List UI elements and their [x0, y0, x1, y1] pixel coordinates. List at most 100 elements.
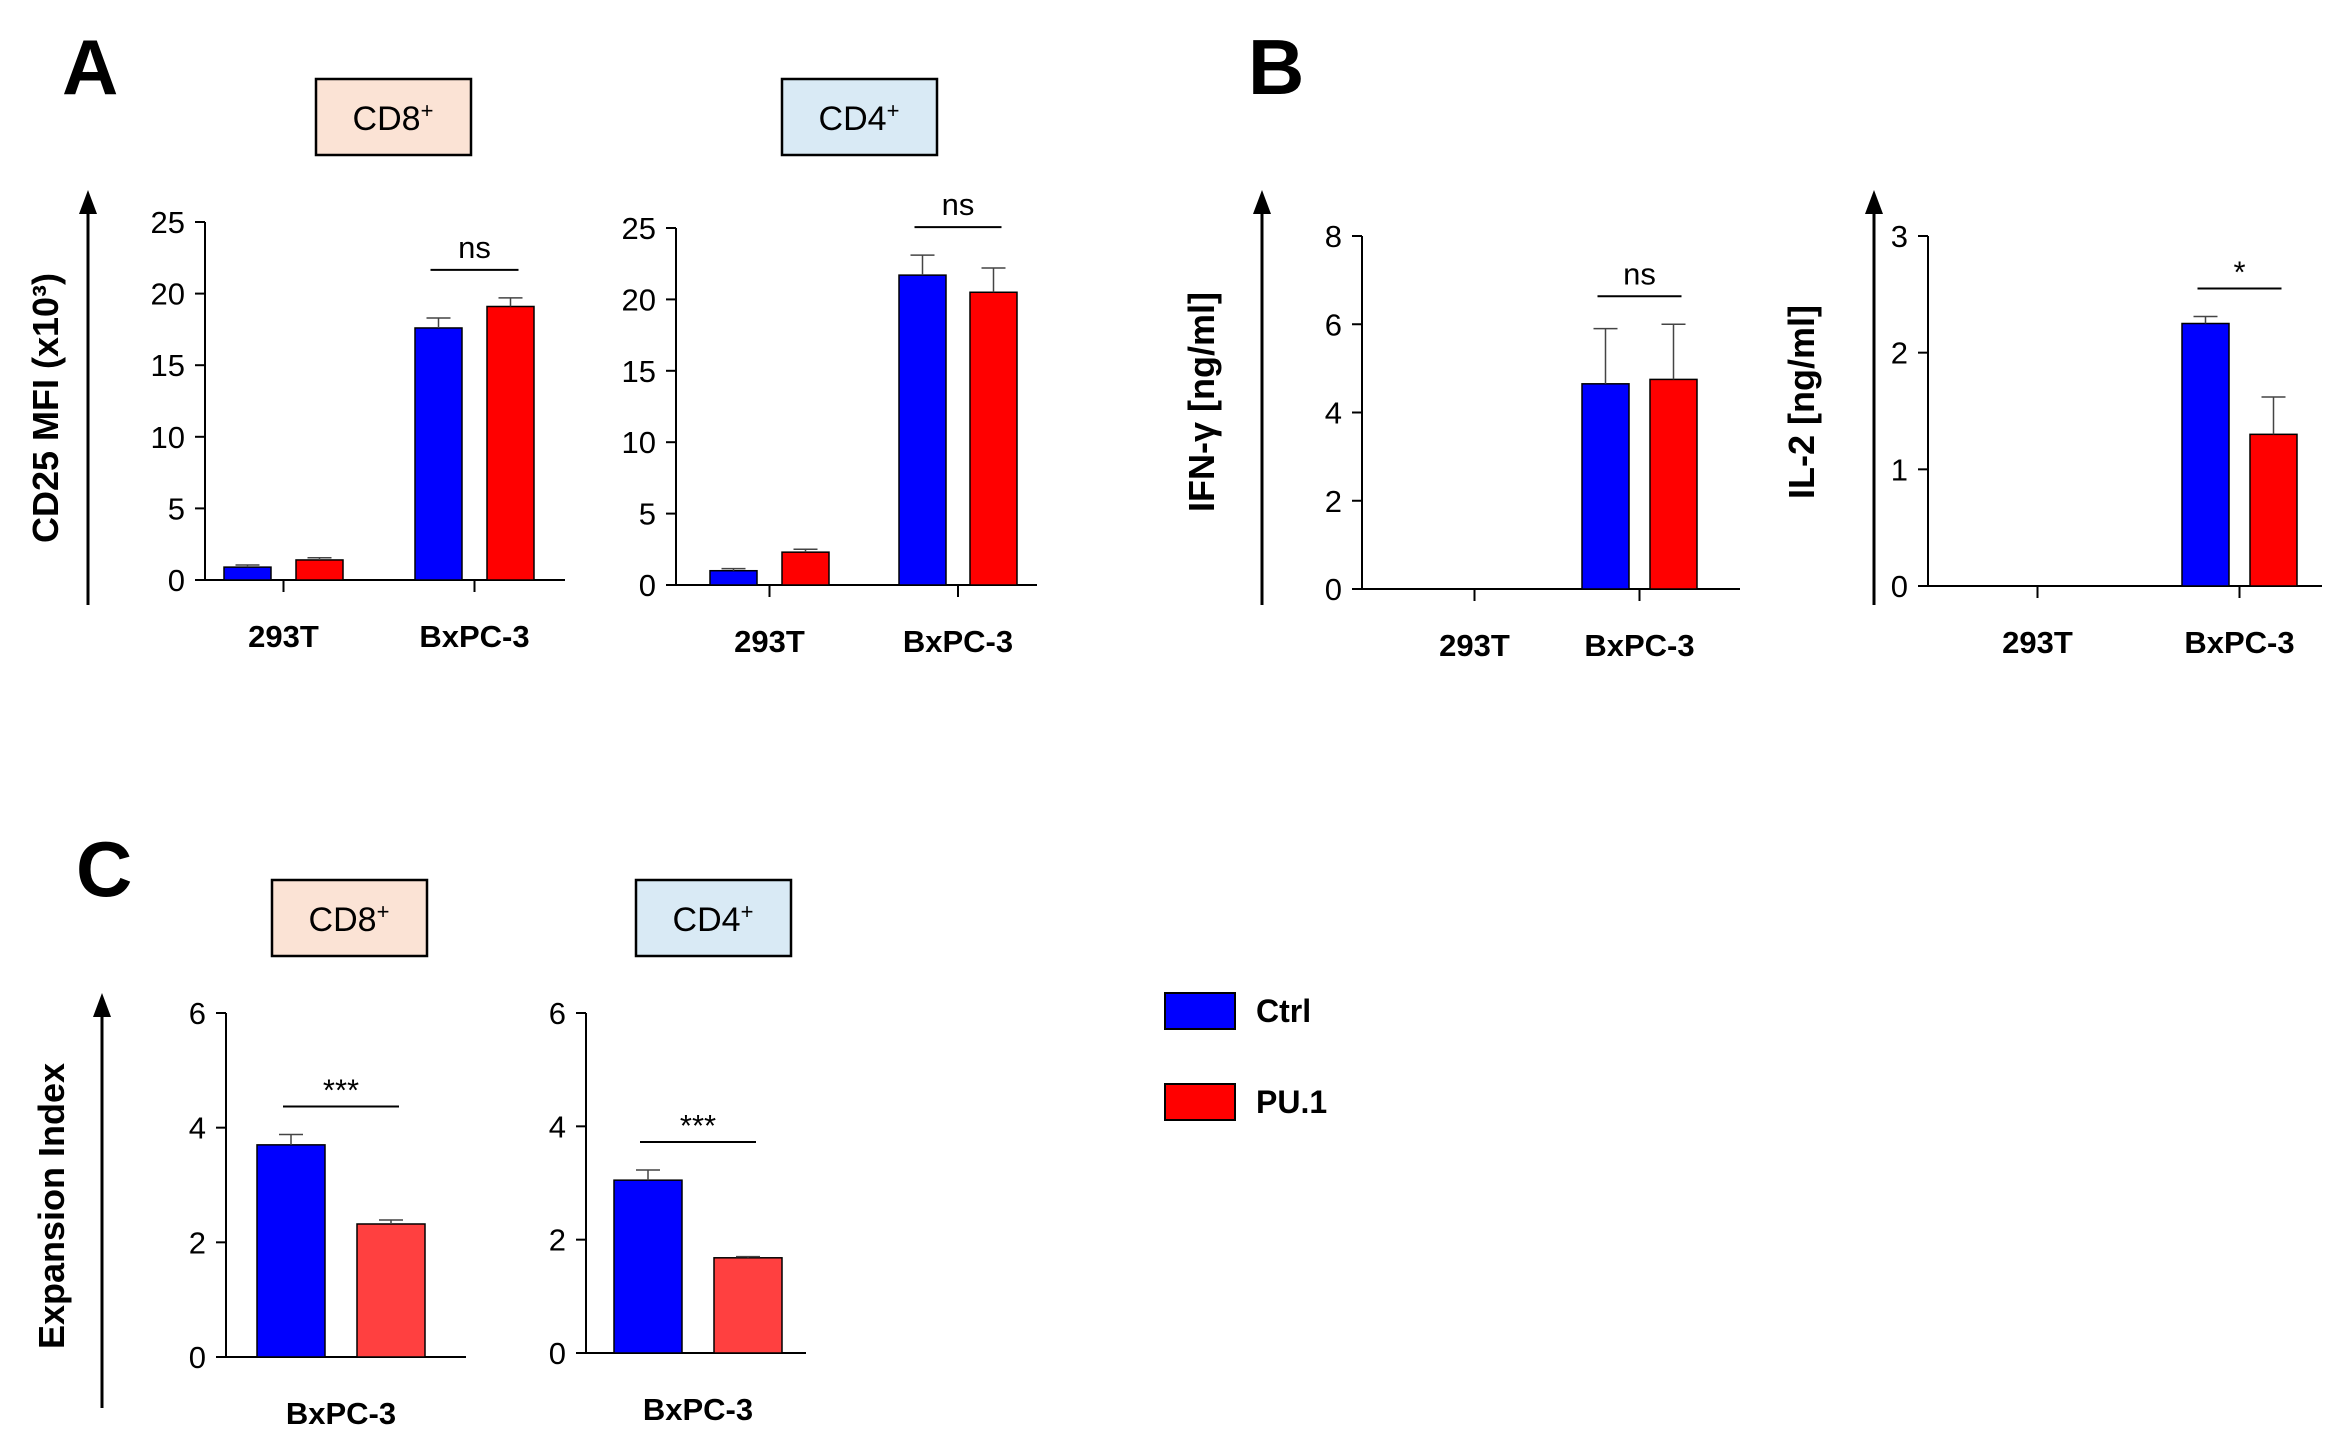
y-tick-label: 20	[151, 277, 185, 312]
subset-box-c-cd8-text: CD8+	[309, 899, 390, 939]
y-tick-label: 2	[189, 1225, 206, 1260]
subset-box-a-cd4-text: CD4+	[819, 98, 900, 138]
y-tick-label: 25	[622, 211, 656, 246]
subset-box-c-cd4-text: CD4+	[673, 899, 754, 939]
y-tick-label: 0	[639, 568, 656, 603]
y-tick-label: 15	[622, 354, 656, 389]
chart-a-cd8: 0 5 10 15 20 25 293T BxPC-3 ns	[151, 205, 565, 654]
legend-swatch-pu1	[1164, 1083, 1236, 1121]
subset-box-c-cd4: CD4+	[634, 878, 793, 958]
legend-label-ctrl: Ctrl	[1256, 993, 1311, 1029]
y-arrow-c-head	[93, 993, 111, 1017]
subset-box-c-cd8-label: CD8	[309, 901, 377, 939]
x-category-label: 293T	[2002, 625, 2073, 660]
significance-label: ***	[323, 1073, 359, 1108]
significance-label: ns	[1623, 256, 1656, 291]
y-tick-label: 2	[549, 1223, 566, 1258]
subset-box-c-cd8: CD8+	[270, 878, 429, 958]
chart-b-il2: 0 1 2 3 293T BxPC-3 *	[1891, 219, 2322, 660]
subset-box-a-cd4-sup: +	[887, 98, 900, 123]
significance-label: ns	[458, 230, 491, 265]
bar-pu1	[356, 1223, 426, 1358]
y-arrow-b-il2	[1865, 190, 1883, 605]
bar-ctrl	[613, 1179, 683, 1354]
y-arrow-b-ifn	[1253, 190, 1271, 605]
subset-box-c-cd4-bg	[634, 878, 793, 958]
y-tick-label: 20	[622, 282, 656, 317]
x-category-label: BxPC-3	[419, 619, 529, 654]
chart-c-cd4: 0 2 4 6 BxPC-3 ***	[549, 996, 806, 1427]
bar-pu1	[2249, 433, 2298, 587]
bar-ctrl	[898, 274, 947, 586]
y-tick-label: 0	[189, 1340, 206, 1375]
panel-letter-c: C	[76, 825, 132, 913]
y-axis-title-c: Expansion Index	[31, 1063, 72, 1349]
y-tick-label: 3	[1891, 219, 1908, 254]
legend-swatch-ctrl	[1164, 992, 1236, 1030]
subset-box-c-cd8-bg	[270, 878, 429, 958]
bar-ctrl	[2181, 322, 2230, 587]
y-tick-label: 15	[151, 348, 185, 383]
y-tick-label: 10	[622, 425, 656, 460]
legend: Ctrl PU.1	[1164, 992, 1327, 1121]
subset-box-a-cd8-text: CD8+	[353, 98, 434, 138]
x-category-label: BxPC-3	[286, 1396, 396, 1431]
subset-box-c-cd4-sup: +	[741, 899, 754, 924]
x-category-label: 293T	[1439, 628, 1510, 663]
bar-pu1	[486, 305, 535, 581]
y-tick-label: 2	[1325, 484, 1342, 519]
x-category-label: 293T	[734, 624, 805, 659]
y-axis-title-b-ifn: IFN-γ [ng/ml]	[1181, 292, 1222, 512]
y-tick-label: 8	[1325, 219, 1342, 254]
x-category-label: BxPC-3	[1584, 628, 1694, 663]
subset-box-a-cd8-sup: +	[421, 98, 434, 123]
y-arrow-a	[79, 190, 97, 605]
y-tick-label: 0	[1891, 569, 1908, 604]
bar-ctrl	[256, 1144, 326, 1358]
chart-a-cd4: 0 5 10 15 20 25 293T BxPC-3 ns	[622, 187, 1037, 659]
bar-ctrl	[414, 327, 463, 581]
x-category-label: BxPC-3	[903, 624, 1013, 659]
subset-box-a-cd8: CD8+	[314, 77, 473, 157]
subset-box-a-cd8-label: CD8	[353, 100, 421, 138]
significance-label: ns	[942, 187, 975, 222]
y-tick-label: 6	[189, 996, 206, 1031]
y-axis-title-b-il2: IL-2 [ng/ml]	[1781, 305, 1822, 499]
bar-pu1	[969, 291, 1018, 586]
x-category-label: BxPC-3	[2184, 625, 2294, 660]
subset-box-a-cd4: CD4+	[780, 77, 939, 157]
chart-c-cd8: 0 2 4 6 BxPC-3 ***	[189, 996, 466, 1431]
y-tick-label: 4	[189, 1111, 206, 1146]
y-tick-label: 25	[151, 205, 185, 240]
y-tick-label: 0	[168, 563, 185, 598]
y-tick-label: 6	[549, 996, 566, 1031]
bar-ctrl	[223, 566, 272, 581]
bar-ctrl	[709, 569, 758, 586]
subset-box-a-cd4-bg	[780, 77, 939, 157]
x-category-label: 293T	[248, 619, 319, 654]
significance-label: ***	[680, 1108, 716, 1143]
significance-label: *	[2233, 255, 2245, 290]
subset-box-c-cd4-label: CD4	[673, 901, 741, 939]
y-tick-label: 10	[151, 420, 185, 455]
y-tick-label: 5	[639, 497, 656, 532]
bar-pu1	[781, 551, 830, 586]
y-arrow-b-ifn-head	[1253, 190, 1271, 214]
panel-letter-b: B	[1248, 23, 1304, 111]
subset-box-a-cd4-label: CD4	[819, 100, 887, 138]
y-tick-label: 5	[168, 491, 185, 526]
bar-pu1	[713, 1257, 783, 1354]
chart-b-ifn-gamma: 0 2 4 6 8 293T BxPC-3 ns	[1325, 219, 1740, 663]
y-tick-label: 4	[1325, 396, 1342, 431]
y-axis-title-a: CD25 MFI (x10³)	[25, 273, 66, 543]
legend-label-pu1: PU.1	[1256, 1084, 1327, 1120]
subset-box-c-cd8-sup: +	[377, 899, 390, 924]
bar-pu1	[1649, 378, 1698, 590]
x-category-label: BxPC-3	[643, 1392, 753, 1427]
y-tick-label: 2	[1891, 336, 1908, 371]
y-tick-label: 1	[1891, 452, 1908, 487]
panel-letter-a: A	[62, 23, 118, 111]
y-arrow-c	[93, 993, 111, 1408]
y-tick-label: 4	[549, 1109, 566, 1144]
